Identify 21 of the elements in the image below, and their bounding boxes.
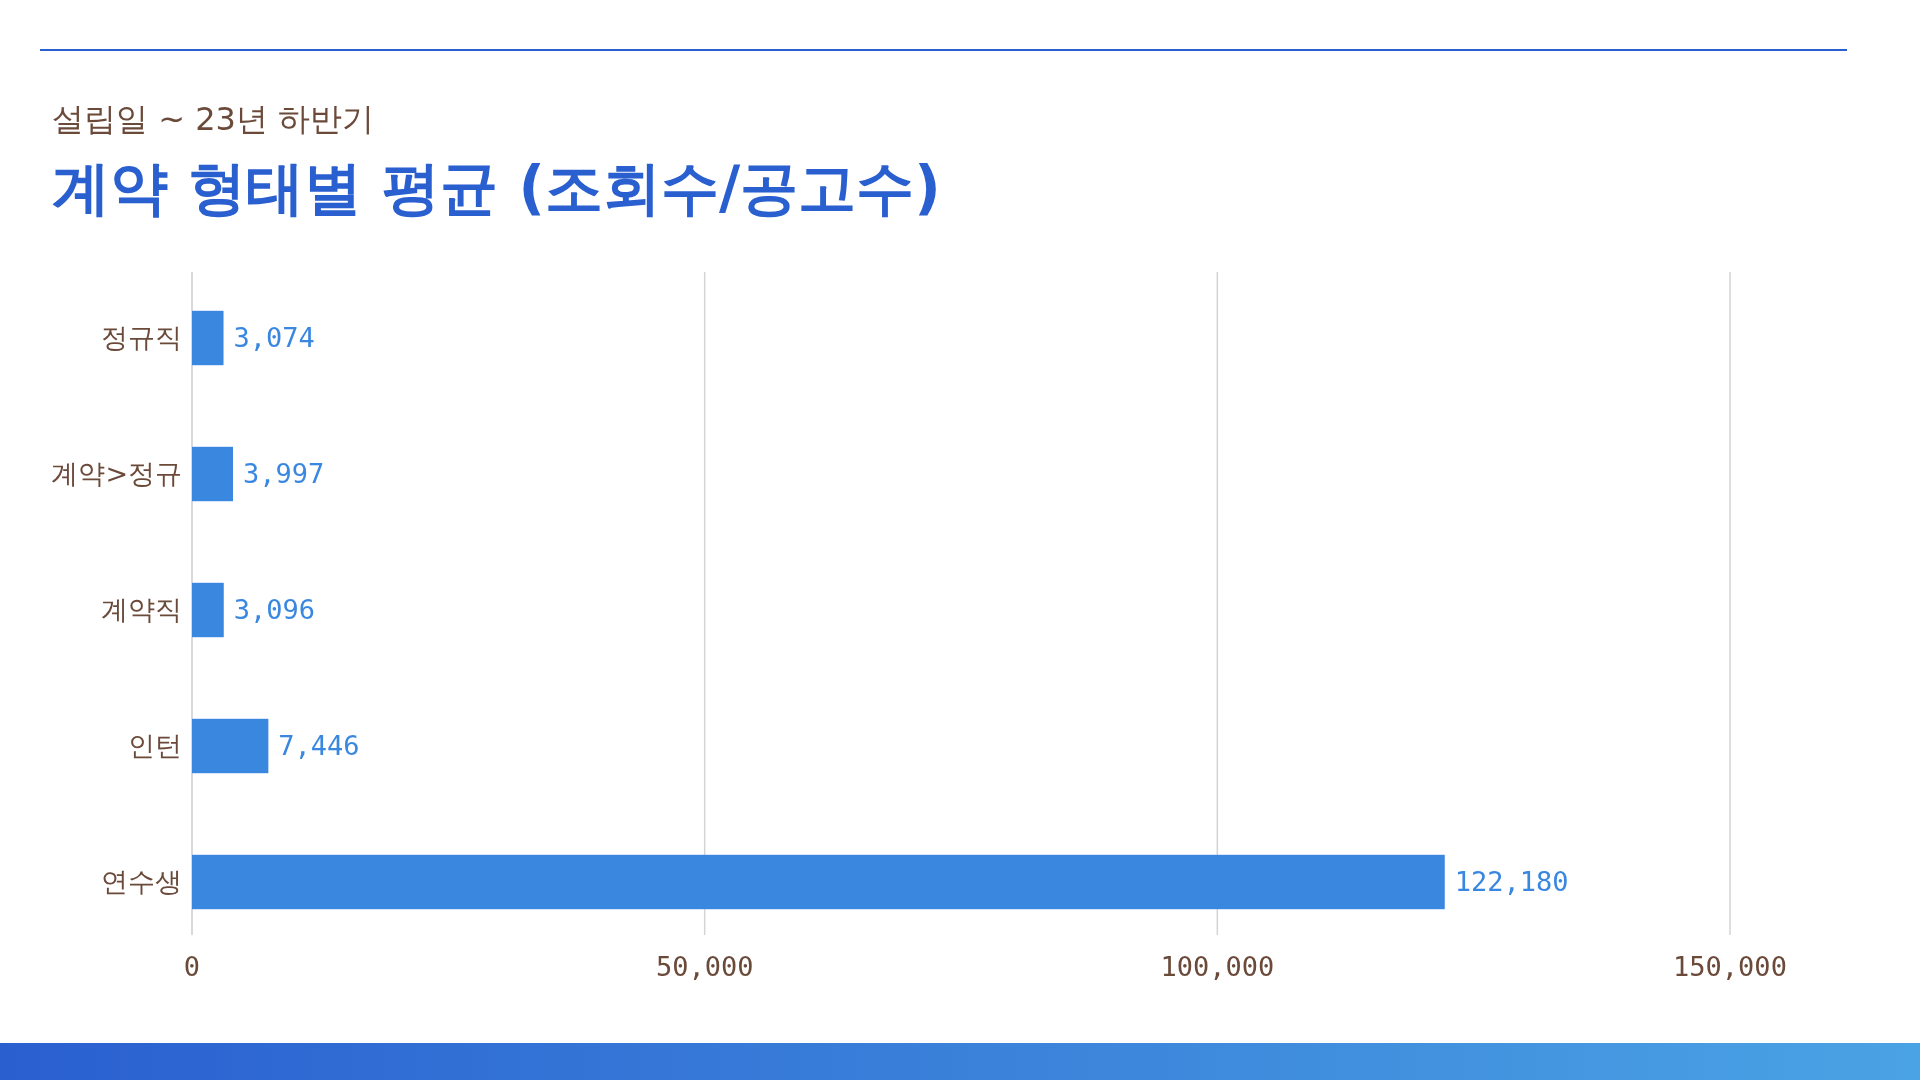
bar [192,718,269,774]
data-label: 122,180 [1454,866,1569,898]
x-tick-label: 0 [183,951,201,982]
y-tick-label: 계약>정규 [51,458,182,490]
data-label: 3,074 [233,322,315,354]
bar [192,446,233,502]
bar [192,310,224,366]
x-tick-label: 150,000 [1673,951,1787,982]
y-tick-label: 인턴 [128,730,182,762]
y-tick-label: 연수생 [101,866,182,898]
y-tick-label: 계약직 [101,594,182,626]
x-tick-label: 50,000 [655,951,754,982]
y-tick-label: 정규직 [101,322,182,354]
data-label: 7,446 [278,730,360,762]
data-label: 3,096 [233,594,316,626]
bar [192,854,1445,910]
chart-subtitle: 설립일 ~ 23년 하반기 [52,100,375,138]
data-label: 3,997 [242,458,325,490]
x-tick-label: 100,000 [1160,951,1275,982]
chart-title: 계약 형태별 평균 (조회수/공고수) [52,154,941,222]
bar [192,582,224,638]
